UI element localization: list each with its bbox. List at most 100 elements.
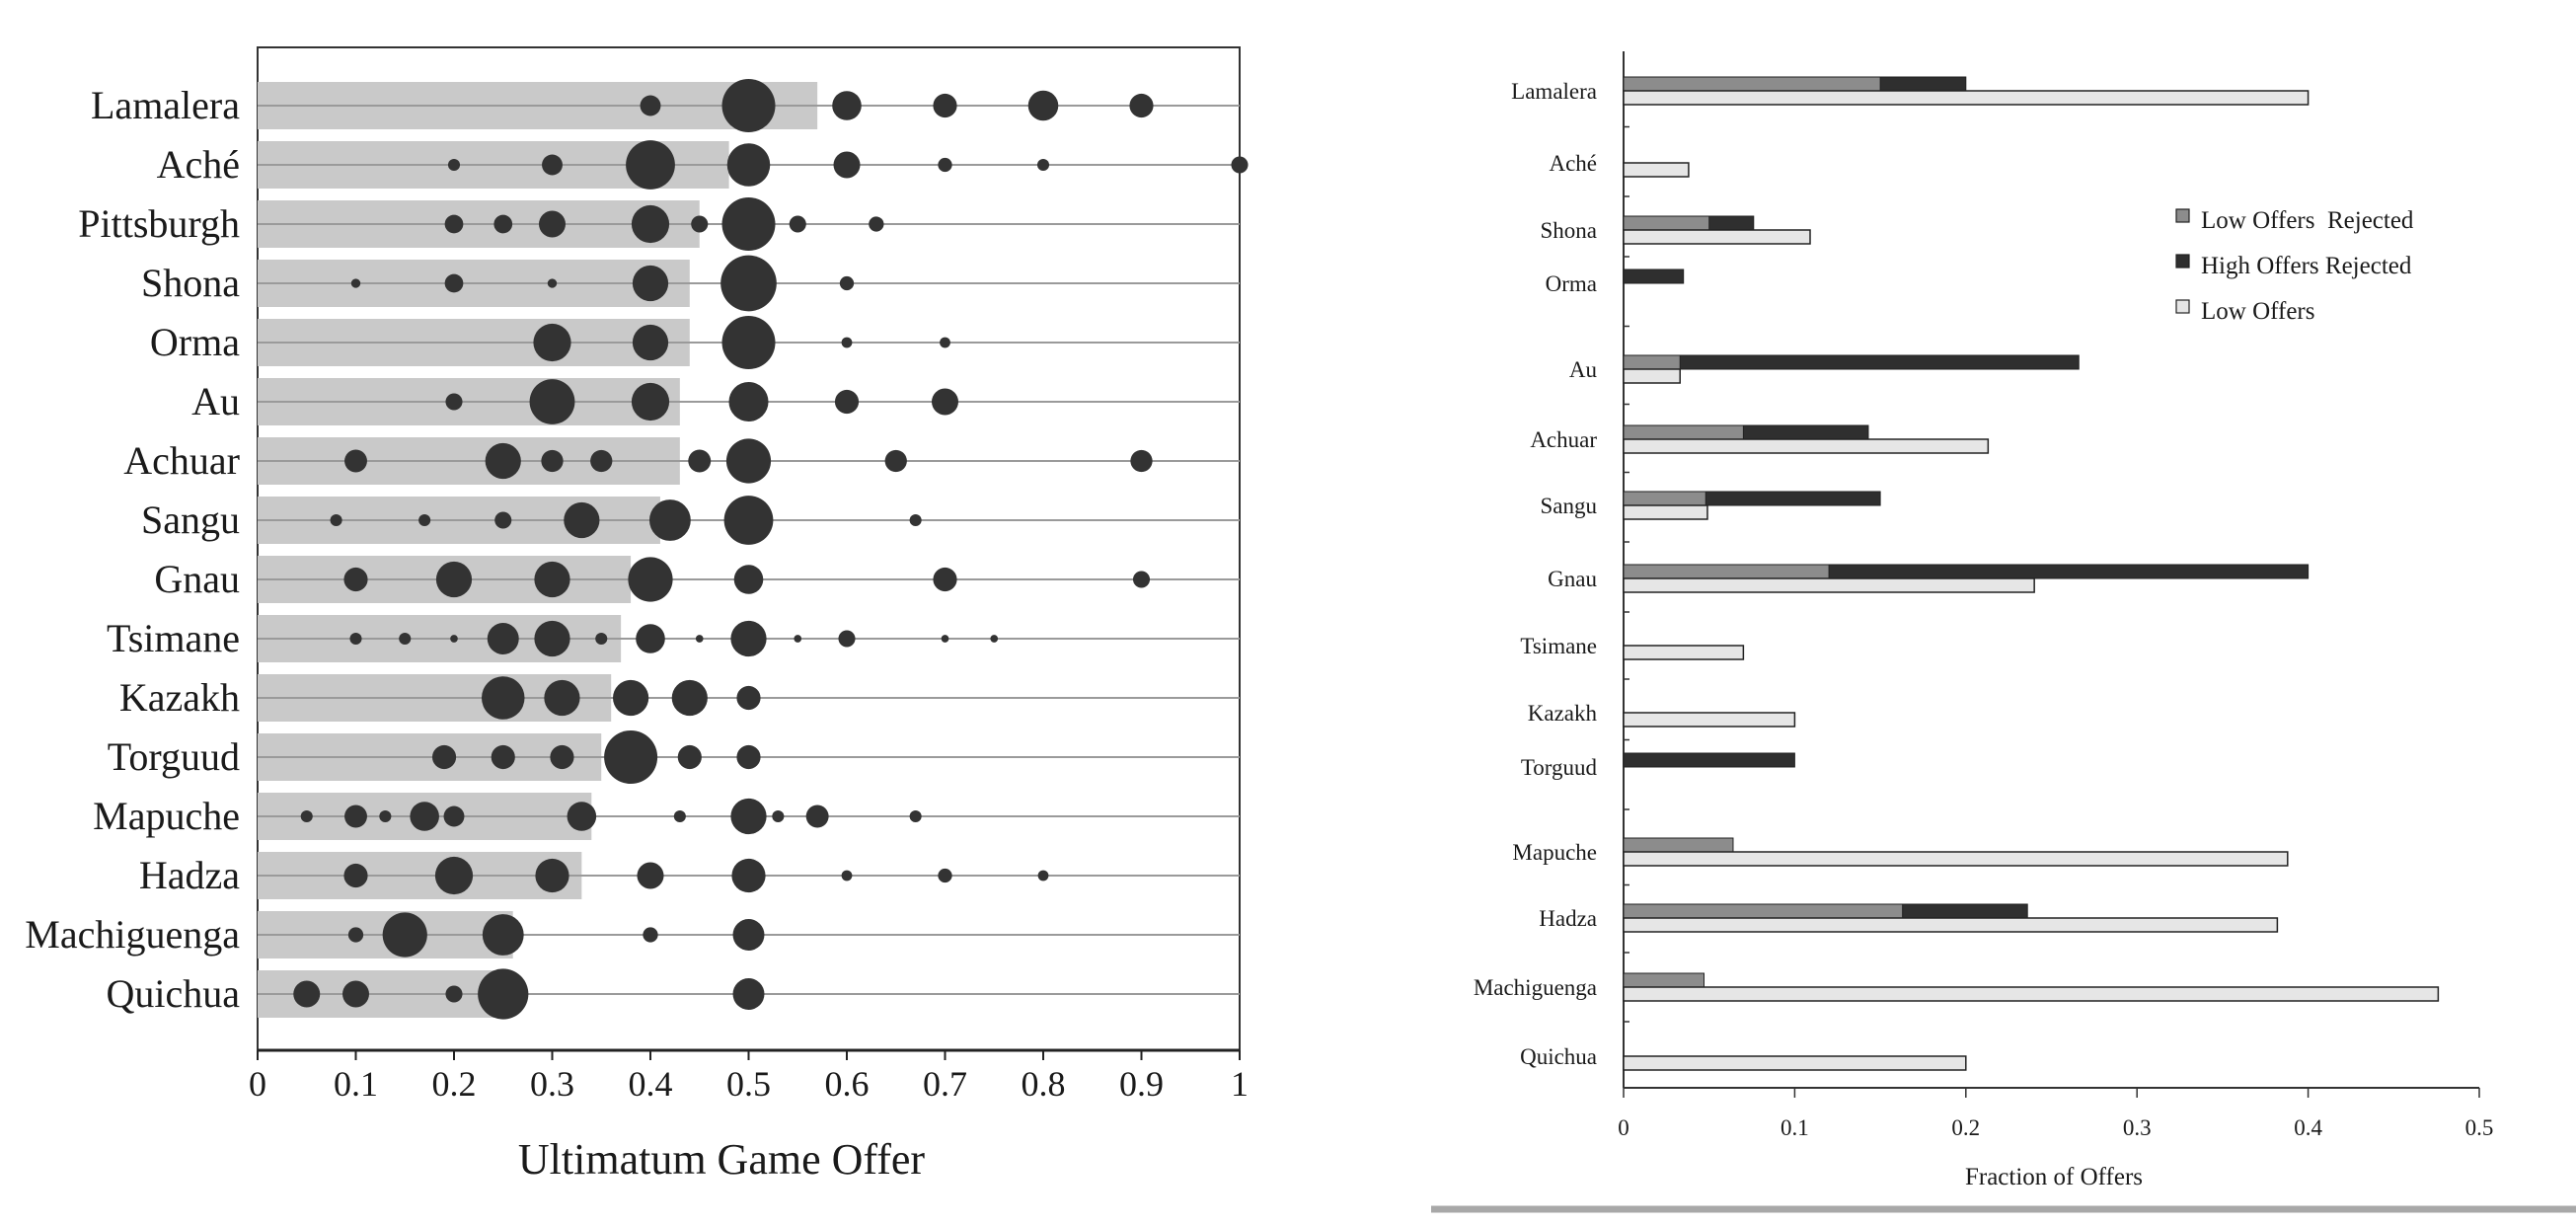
offer-dot-pittsburgh: [631, 204, 670, 244]
offer-dot-shona: [632, 265, 669, 302]
bar-low-offers-rejected-hadza: [1623, 903, 1904, 919]
group-label-orma: Orma: [150, 320, 240, 364]
category-label-sangu: Sangu: [1541, 494, 1598, 518]
offer-dot-shona: [547, 278, 558, 288]
category-labels: Lamalera Aché Shona Orma Au Achuar Sangu Gnau Ts…: [1474, 79, 1598, 1069]
bar-low-offers-rejected-sangu: [1623, 491, 1706, 506]
offer-dot-hadza: [434, 856, 474, 895]
legend-label-high-offers-rejected: High Offers Rejected: [2201, 253, 2412, 279]
bar-high-offers-rejected-orma: [1623, 268, 1685, 284]
offer-dot-mapuche: [410, 802, 439, 831]
bar-low-offers-tsimane: [1623, 645, 1745, 660]
x-tick-label: 1: [1231, 1064, 1249, 1104]
bar-low-offers-rejected-lamalera: [1623, 76, 1881, 92]
group-label-gnau: Gnau: [154, 557, 240, 601]
category-label-au: Au: [1569, 357, 1598, 382]
offer-dot-ache: [447, 158, 461, 172]
offer-dot-hadza: [841, 870, 853, 881]
offer-dot-orma: [841, 337, 853, 348]
offer-dot-pittsburgh: [789, 215, 806, 233]
offer-dot-mapuche: [673, 809, 686, 823]
offer-dots: [293, 79, 1249, 1020]
offer-dot-tsimane: [595, 632, 608, 646]
offer-dot-tsimane: [399, 632, 412, 646]
x-tick-label: 0.1: [1780, 1115, 1809, 1140]
offer-dot-achuar: [541, 449, 564, 473]
offer-dot-mapuche: [300, 809, 313, 823]
bar-low-offers-machiguenga: [1623, 986, 2440, 1002]
offer-dot-torguud: [677, 744, 702, 770]
group-label-machiguenga: Machiguenga: [25, 912, 240, 957]
offer-dot-gnau: [628, 557, 673, 602]
offer-dot-au: [445, 393, 463, 411]
offer-dot-achuar: [688, 449, 712, 473]
offer-dot-quichua: [445, 985, 463, 1003]
offer-dot-kazakh: [736, 685, 761, 711]
offer-dot-gnau: [1132, 571, 1151, 588]
offer-dot-lamalera: [640, 95, 661, 116]
x-tick-label: 0.8: [1022, 1064, 1066, 1104]
offer-dot-pittsburgh: [493, 214, 513, 234]
offer-dot-mapuche: [443, 805, 465, 827]
right-x-axis-title: Fraction of Offers: [1965, 1164, 2143, 1190]
offer-dot-pittsburgh: [691, 215, 709, 233]
group-label-mapuche: Mapuche: [93, 794, 240, 838]
category-label-quichua: Quichua: [1520, 1044, 1597, 1069]
offer-dot-hadza: [938, 868, 952, 883]
offer-dot-torguud: [491, 744, 515, 770]
ultimatum-offer-chart: Lamalera Aché Pittsburgh Shona Orma Au Achuar S…: [25, 46, 1249, 1184]
category-label-torguud: Torguud: [1521, 755, 1598, 780]
offer-dot-achuar: [725, 438, 772, 484]
bar-low-offers-hadza: [1623, 917, 2279, 933]
bar-low-offers-rejected-gnau: [1623, 564, 1830, 579]
offer-dot-orma: [721, 316, 776, 369]
offer-dot-machiguenga: [347, 927, 364, 943]
offer-dot-ache: [1231, 156, 1249, 174]
offer-dot-machiguenga: [482, 914, 524, 956]
offer-dot-tsimane: [349, 632, 362, 646]
x-tick-label: 0.6: [825, 1064, 870, 1104]
bar-high-offers-rejected-au: [1623, 354, 2080, 370]
offer-dot-pittsburgh: [721, 197, 776, 251]
right-x-ticks: 0 0.1 0.2 0.3 0.4 0.5: [1618, 1088, 2493, 1140]
offer-dot-quichua: [478, 968, 529, 1020]
category-label-lamalera: Lamalera: [1511, 79, 1597, 104]
legend-label-low-offers: Low Offers: [2201, 298, 2314, 325]
category-label-gnau: Gnau: [1548, 567, 1597, 591]
offer-dot-lamalera: [1027, 90, 1059, 121]
offer-dot-gnau: [534, 561, 570, 598]
offer-dot-sangu: [418, 513, 431, 527]
offer-dot-gnau: [733, 565, 764, 594]
offer-dot-sangu: [909, 513, 922, 527]
x-tick-label: 0.5: [726, 1064, 771, 1104]
legend-swatch-low-offers-rejected: [2175, 208, 2190, 223]
x-tick-label: 0.2: [432, 1064, 477, 1104]
bar-low-offers-au: [1623, 368, 1681, 384]
legend: Low Offers Rejected High Offers Rejected…: [2175, 207, 2414, 325]
offer-dot-sangu: [723, 496, 774, 545]
offer-dot-tsimane: [794, 635, 802, 643]
offer-dot-sangu: [330, 513, 342, 527]
offer-dot-shona: [720, 255, 777, 312]
offer-dot-au: [834, 389, 860, 415]
offer-dot-hadza: [343, 863, 368, 888]
offer-dot-orma: [632, 324, 669, 361]
offer-dot-mapuche: [730, 798, 767, 835]
offer-dot-lamalera: [933, 93, 957, 118]
offer-dot-pittsburgh: [444, 214, 464, 234]
bar-low-offers-quichua: [1623, 1055, 1967, 1071]
offer-dot-tsimane: [941, 635, 949, 643]
offer-dot-tsimane: [534, 620, 570, 657]
offer-dot-au: [529, 379, 575, 424]
category-label-hadza: Hadza: [1539, 906, 1597, 931]
offer-dot-tsimane: [487, 623, 519, 654]
offer-dot-achuar: [590, 449, 613, 473]
offer-dot-machiguenga: [732, 919, 765, 951]
group-label-kazakh: Kazakh: [119, 675, 240, 720]
offer-dot-ache: [626, 140, 675, 190]
x-tick-label: 0: [1618, 1115, 1629, 1140]
offer-dot-hadza: [1037, 870, 1049, 881]
offer-dot-orma: [940, 337, 950, 348]
bar-low-offers-achuar: [1623, 438, 1990, 454]
